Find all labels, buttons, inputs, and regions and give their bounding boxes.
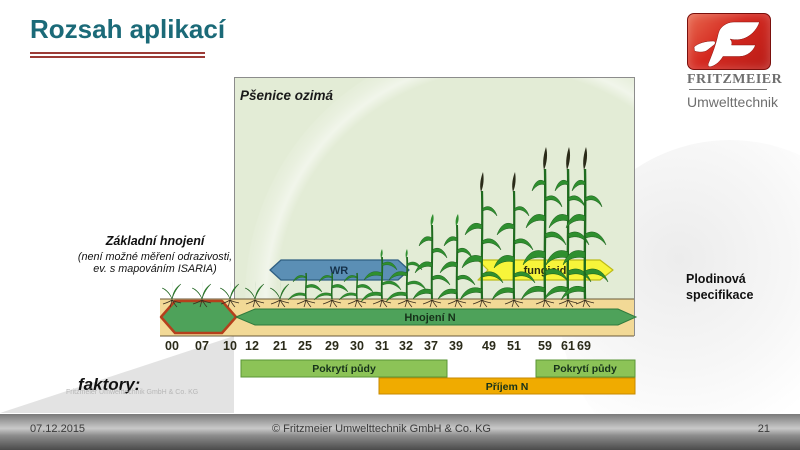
svg-text:39: 39 <box>449 339 463 353</box>
svg-text:Pokrytí půdy: Pokrytí půdy <box>312 363 376 375</box>
svg-text:21: 21 <box>273 339 287 353</box>
svg-text:49: 49 <box>482 339 496 353</box>
svg-text:Hnojení N: Hnojení N <box>404 312 455 324</box>
svg-text:25: 25 <box>298 339 312 353</box>
svg-text:59: 59 <box>538 339 552 353</box>
svg-text:31: 31 <box>375 339 389 353</box>
svg-text:30: 30 <box>350 339 364 353</box>
svg-text:37: 37 <box>424 339 438 353</box>
svg-text:12: 12 <box>245 339 259 353</box>
svg-text:29: 29 <box>325 339 339 353</box>
svg-text:Pokrytí půdy: Pokrytí půdy <box>553 363 617 375</box>
svg-text:61: 61 <box>561 339 575 353</box>
svg-text:07: 07 <box>195 339 209 353</box>
svg-text:Příjem N: Příjem N <box>486 381 529 393</box>
svg-text:10: 10 <box>223 339 237 353</box>
svg-text:00: 00 <box>165 339 179 353</box>
svg-text:32: 32 <box>399 339 413 353</box>
svg-text:51: 51 <box>507 339 521 353</box>
svg-text:69: 69 <box>577 339 591 353</box>
